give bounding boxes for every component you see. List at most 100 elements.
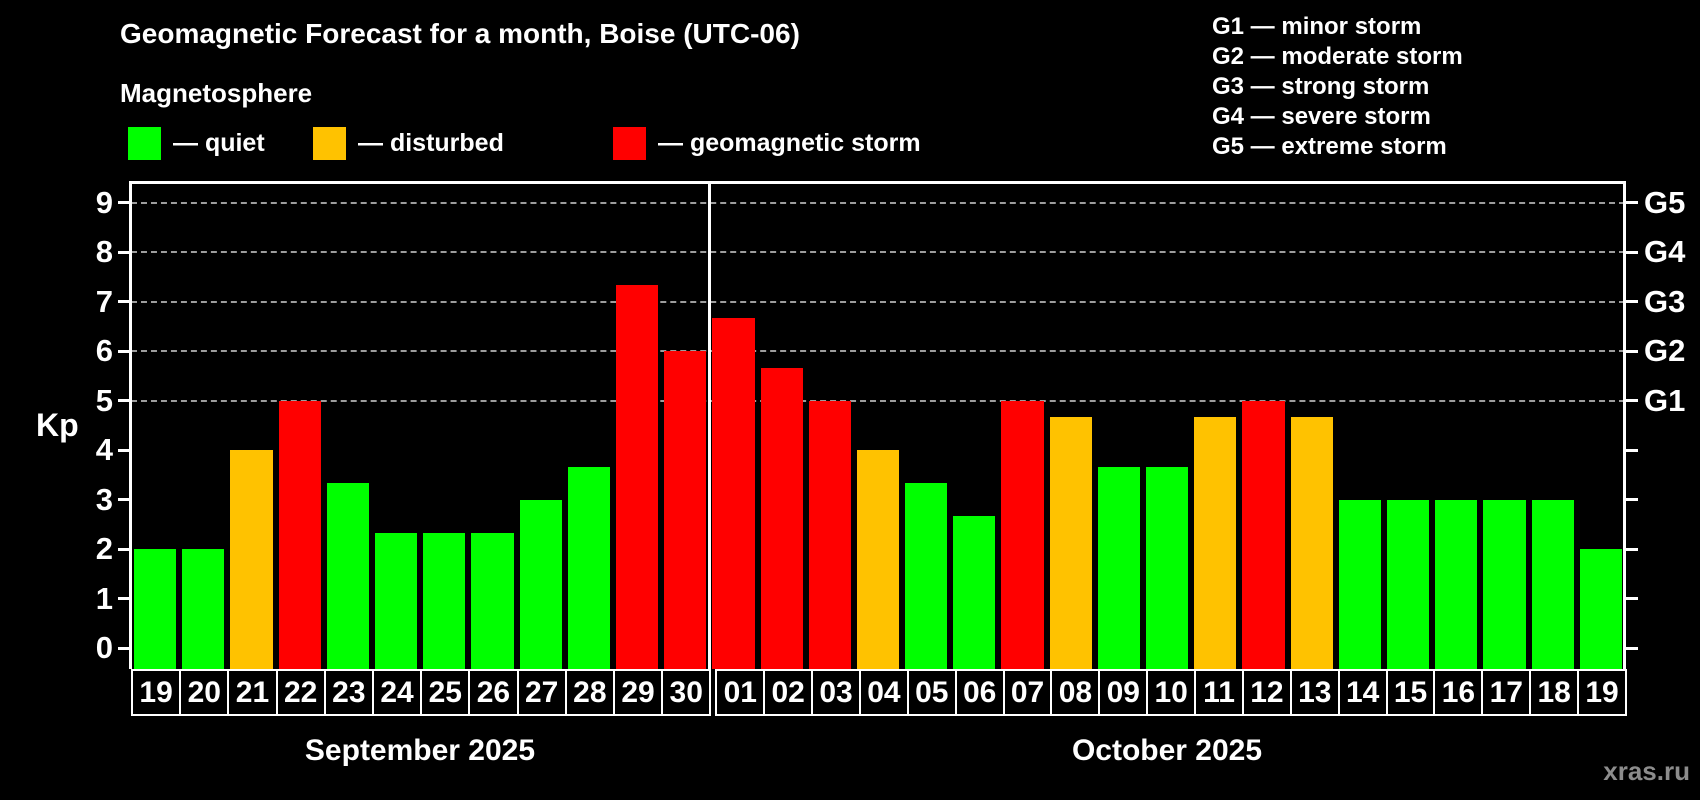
y-axis-title: Kp (36, 407, 79, 443)
kp-bar (856, 450, 900, 669)
y-axis-tick (1625, 399, 1638, 403)
kp-bar (1146, 466, 1189, 669)
day-cell: 04 (858, 669, 909, 716)
day-cell: 26 (468, 669, 519, 716)
legend-label-disturbed: — disturbed (358, 129, 504, 157)
y-axis-tick (118, 646, 131, 650)
kp-bar (1049, 417, 1092, 669)
g-scale-label-g1: G1 (1644, 382, 1686, 418)
kp-bar (1338, 499, 1382, 669)
day-cell: 21 (227, 669, 278, 716)
legend-label-storm: — geomagnetic storm (658, 129, 921, 157)
gridline-kp7 (131, 300, 1625, 303)
legend-item-storm: — geomagnetic storm (613, 127, 921, 160)
day-cell: 06 (954, 669, 1005, 716)
day-cell: 29 (612, 669, 664, 716)
y-axis-tick (1625, 201, 1638, 205)
kp-bar (326, 483, 369, 669)
y-tick-label: 1 (95, 580, 113, 616)
storm-swatch-icon (613, 127, 646, 160)
legend-item-quiet: — quiet (128, 127, 265, 160)
day-cell: 18 (1529, 669, 1580, 716)
g-scale-label-g4: G4 (1644, 234, 1686, 270)
plot-top-border (129, 181, 1626, 184)
day-cell: 02 (763, 669, 814, 716)
kp-bar (423, 532, 466, 669)
day-cell: 24 (371, 669, 423, 716)
y-axis-line (129, 181, 132, 669)
y-axis-tick (118, 597, 131, 601)
kp-bar (374, 532, 418, 669)
day-cell: 15 (1385, 669, 1436, 716)
day-cell: 13 (1289, 669, 1340, 716)
gridline-kp8 (131, 251, 1625, 254)
kp-bar (1483, 499, 1526, 669)
kp-bar (471, 532, 514, 669)
day-cell: 22 (275, 669, 326, 716)
day-cell: 11 (1194, 669, 1244, 716)
y-axis-tick (118, 399, 131, 403)
day-cell: 08 (1050, 669, 1101, 716)
y-axis-tick (118, 498, 131, 502)
gridline-kp9 (131, 201, 1625, 204)
day-cell: 23 (323, 669, 374, 716)
y-tick-label: 0 (95, 630, 113, 666)
y-tick-label: 7 (95, 283, 113, 319)
y-axis-tick (118, 250, 131, 254)
kp-bar (1290, 417, 1333, 669)
kp-bar (182, 549, 225, 669)
g-scale-legend: G1 — minor storm G2 — moderate storm G3 … (1212, 12, 1463, 162)
g-legend-line-g2: G2 — moderate storm (1212, 43, 1463, 70)
kp-bar (1531, 499, 1574, 669)
kp-bar (760, 367, 803, 669)
kp-bar (230, 450, 273, 669)
y-axis-tick (1625, 250, 1638, 254)
kp-bar (953, 516, 996, 669)
day-cell: 12 (1241, 669, 1292, 716)
day-cell: 28 (564, 669, 615, 716)
y-axis-tick (1625, 300, 1638, 304)
day-cell: 01 (715, 669, 766, 716)
month-label-october: October 2025 (1071, 734, 1263, 767)
gridline-kp5 (131, 399, 1625, 402)
magnetosphere-label: Magnetosphere (120, 78, 313, 108)
kp-bar (712, 318, 755, 669)
g-legend-line-g5: G5 — extreme storm (1212, 133, 1447, 160)
y-axis-tick (1625, 448, 1638, 452)
quiet-swatch-icon (128, 127, 161, 160)
g-legend-line-g3: G3 — strong storm (1212, 73, 1430, 100)
y-tick-label: 3 (95, 481, 113, 517)
y-axis-tick (118, 547, 131, 551)
day-cell: 10 (1146, 669, 1197, 716)
y-tick-label: 2 (95, 531, 113, 567)
kp-bar (905, 483, 948, 669)
legend-item-disturbed: — disturbed (313, 127, 504, 160)
y-axis-tick (1625, 547, 1638, 551)
kp-bar (1435, 499, 1478, 669)
day-cell: 09 (1098, 669, 1149, 716)
month-separator-line (707, 183, 711, 669)
day-cell: 25 (420, 669, 471, 716)
y-tick-label: 6 (95, 333, 113, 369)
y-axis-tick (118, 201, 131, 205)
day-cell: 27 (516, 669, 567, 716)
kp-bar (1001, 400, 1044, 669)
y-axis-tick (118, 448, 131, 452)
disturbed-swatch-icon (313, 127, 346, 160)
day-cell: 16 (1433, 669, 1484, 716)
y-axis-tick (1625, 646, 1638, 650)
y-axis-tick (118, 349, 131, 353)
legend-label-quiet: — quiet (173, 129, 265, 157)
kp-bar (134, 549, 177, 669)
kp-bar (615, 285, 659, 669)
y-axis-tick (1625, 349, 1638, 353)
gridline-kp6 (131, 350, 1625, 353)
day-cell: 14 (1337, 669, 1388, 716)
day-cell: 05 (906, 669, 957, 716)
day-cell: 19 (1577, 669, 1627, 716)
g-legend-line-g4: G4 — severe storm (1212, 103, 1431, 130)
kp-bar (519, 499, 562, 669)
kp-bar (664, 351, 707, 669)
